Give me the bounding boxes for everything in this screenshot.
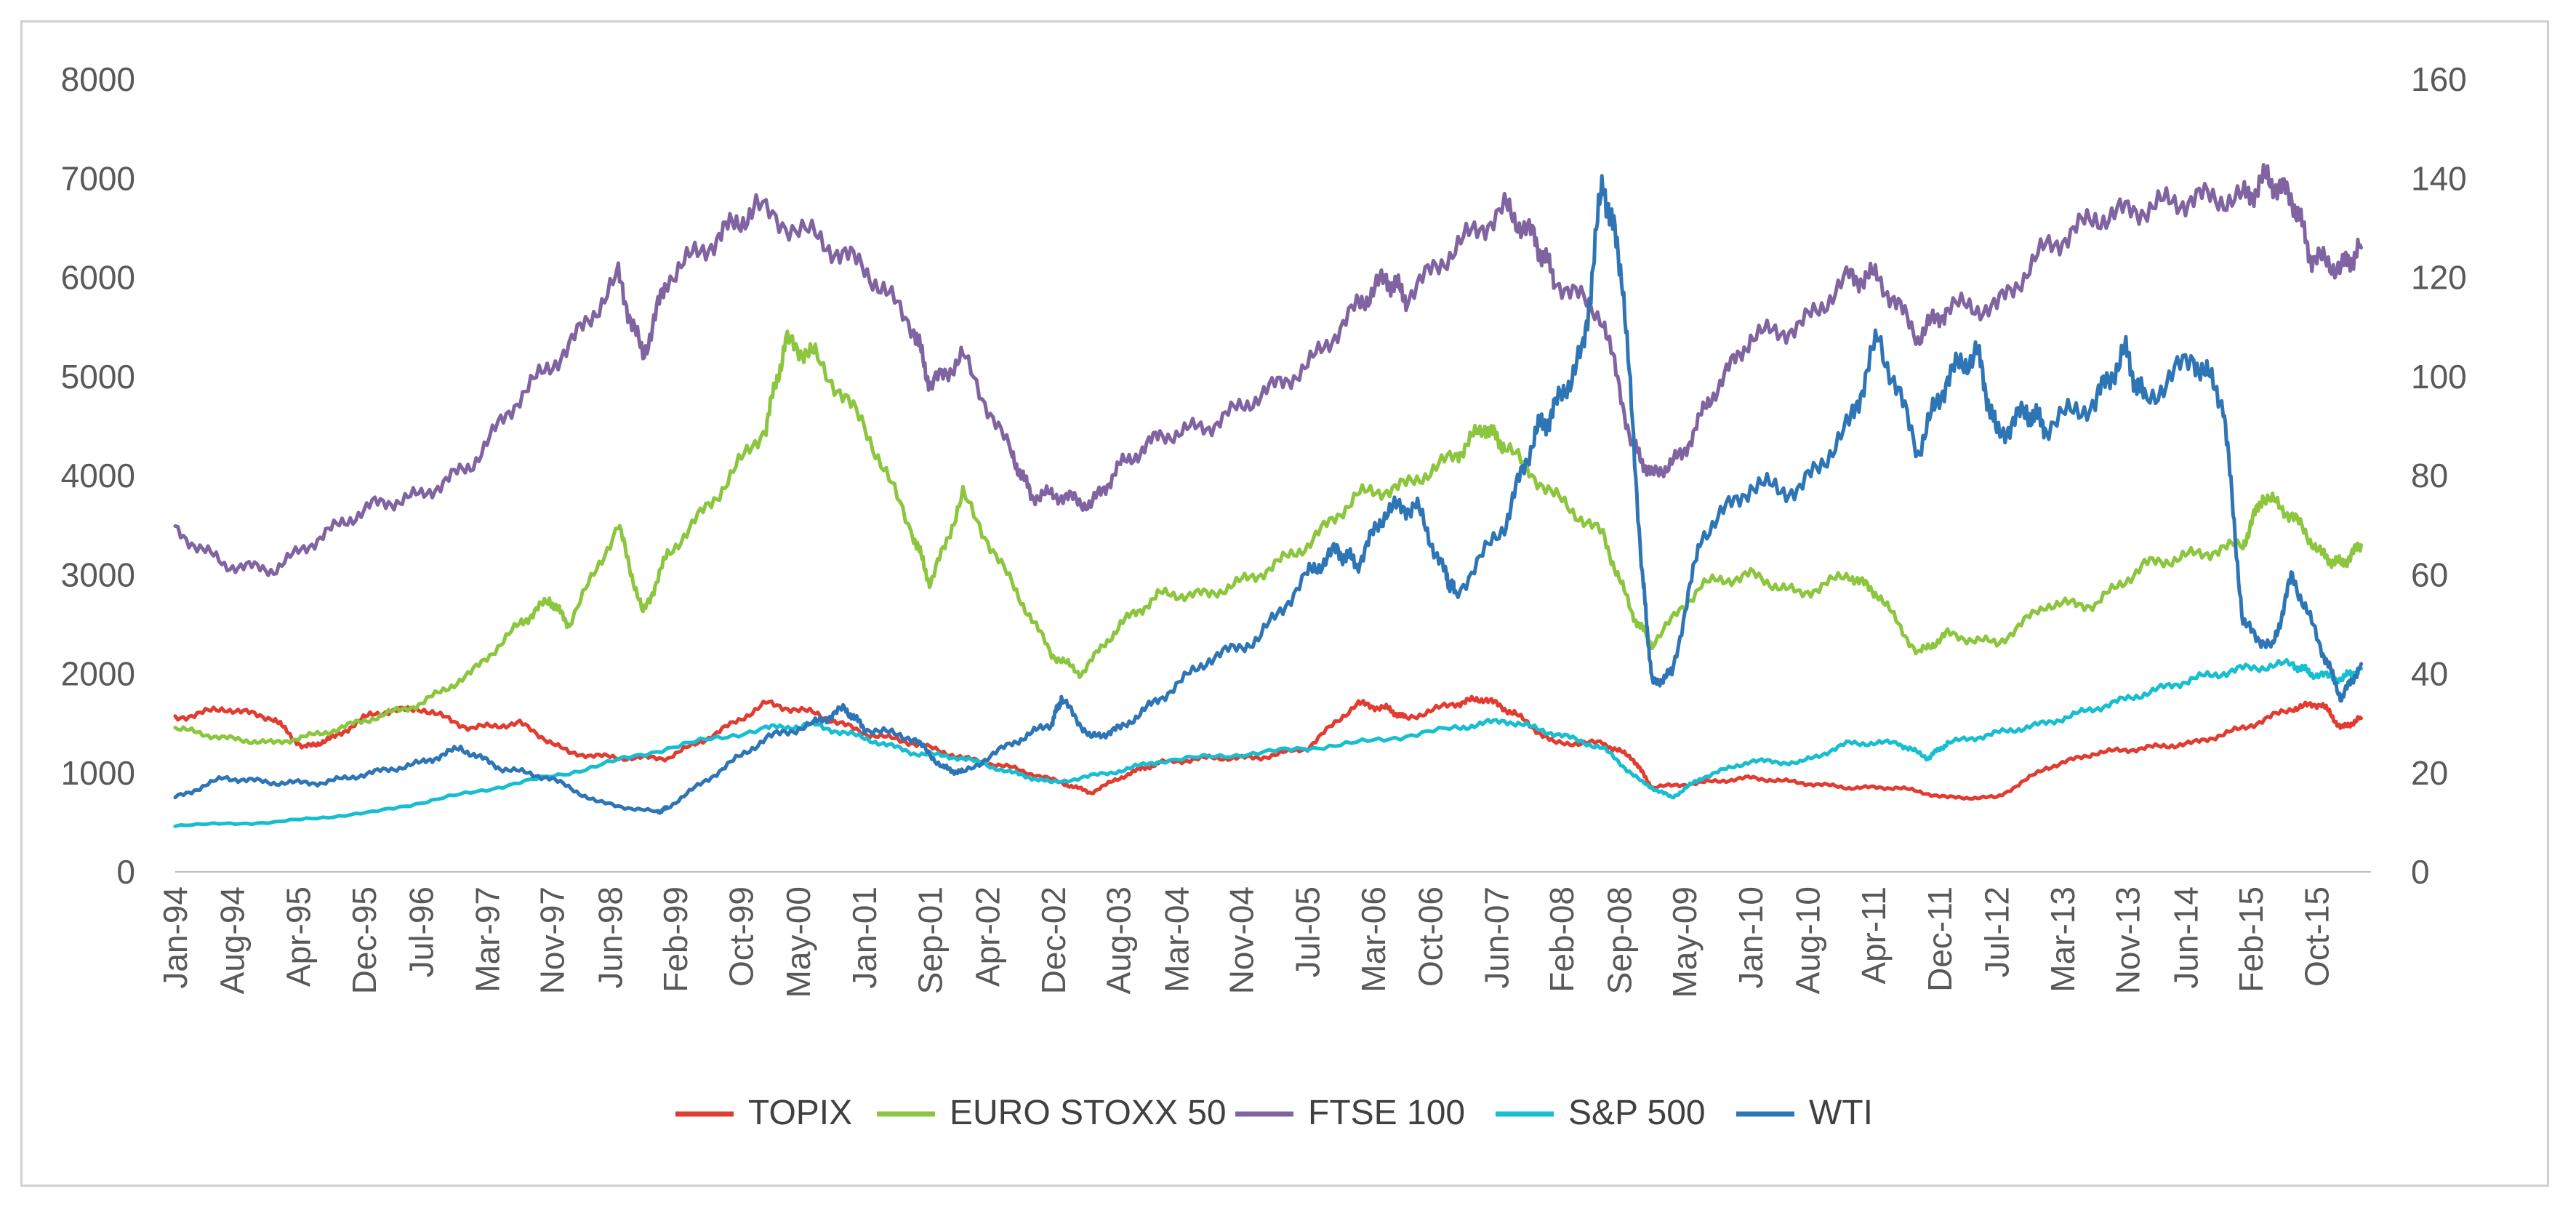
x-tick-label: Feb-15	[2232, 886, 2270, 993]
left-tick-label: 7000	[61, 159, 135, 197]
x-tick-label: Jul-12	[1978, 886, 2015, 977]
left-axis: 0 1000 2000 3000 4000 5000 6000 7000 8000	[61, 60, 135, 891]
legend-label: TOPIX	[748, 1094, 852, 1132]
x-tick-label: Jul-96	[403, 886, 441, 977]
legend-label: WTI	[1809, 1094, 1873, 1132]
x-tick-label: Aug-03	[1099, 886, 1137, 994]
x-tick-label: Feb-08	[1543, 886, 1581, 993]
x-tick-label: Oct-99	[723, 886, 761, 987]
x-tick-label: May-00	[779, 886, 817, 998]
left-tick-label: 3000	[61, 556, 135, 593]
left-tick-label: 5000	[61, 358, 135, 396]
right-tick-label: 100	[2411, 358, 2467, 396]
legend-label: S&P 500	[1568, 1094, 1706, 1132]
x-tick-label: Jun-98	[592, 886, 630, 989]
right-tick-label: 160	[2411, 60, 2467, 98]
x-tick-label: Feb-99	[657, 886, 694, 993]
x-tick-label: Mar-06	[1355, 886, 1392, 993]
x-tick-label: Dec-11	[1921, 886, 1959, 992]
legend-label: EURO STOXX 50	[950, 1094, 1227, 1132]
right-tick-label: 40	[2411, 655, 2448, 693]
right-tick-label: 0	[2411, 853, 2430, 891]
x-tick-label: Jun-07	[1477, 886, 1515, 989]
left-tick-label: 2000	[61, 655, 135, 693]
series-line-s-p-500	[173, 657, 2363, 828]
series-line-ftse-100	[173, 163, 2363, 577]
left-tick-label: 6000	[61, 259, 135, 297]
left-tick-label: 4000	[61, 457, 135, 494]
x-tick-label: Apr-02	[968, 886, 1006, 987]
x-tick-label: Mar-13	[2044, 886, 2082, 993]
x-tick-label: Jun-14	[2167, 886, 2204, 989]
chart-canvas: 0 1000 2000 3000 4000 5000 6000 7000 8000 0 20 40 6…	[61, 60, 2467, 1132]
x-tick-label: Oct-06	[1412, 886, 1450, 987]
x-tick-label: May-09	[1666, 886, 1704, 998]
x-tick-label: Mar-04	[1157, 886, 1195, 993]
right-tick-label: 120	[2411, 259, 2467, 297]
x-tick-label: Jan-94	[156, 886, 194, 989]
x-tick-label: Jul-05	[1288, 886, 1326, 977]
series-line-topix	[173, 694, 2363, 801]
left-tick-label: 1000	[61, 754, 135, 792]
x-axis: Jan-94 Aug-94 Apr-95 Dec-95 Jul-96 Mar-97 Nov-…	[156, 871, 2371, 998]
right-tick-label: 60	[2411, 556, 2448, 593]
x-tick-label: Nov-97	[534, 886, 571, 994]
right-tick-label: 140	[2411, 159, 2467, 197]
right-tick-label: 20	[2411, 754, 2448, 792]
x-tick-label: Jan-10	[1732, 886, 1770, 989]
x-tick-label: Apr-11	[1855, 886, 1893, 985]
x-tick-label: Nov-04	[1223, 886, 1261, 994]
series-line-euro-stoxx-50	[173, 329, 2363, 745]
right-axis: 0 20 40 60 80 100 120 140 160	[2411, 60, 2467, 891]
x-tick-label: Dec-95	[345, 886, 383, 994]
chart-frame: 0 1000 2000 3000 4000 5000 6000 7000 8000 0 20 40 6…	[20, 20, 2549, 1187]
right-tick-label: 80	[2411, 457, 2448, 494]
legend-label: FTSE 100	[1308, 1094, 1465, 1132]
left-tick-label: 0	[116, 853, 135, 891]
series-line-wti	[173, 174, 2363, 815]
x-tick-label: Dec-02	[1035, 886, 1072, 994]
x-tick-label: Nov-13	[2108, 886, 2146, 994]
legend: TOPIX EURO STOXX 50 FTSE 100 S&P 500 WTI	[675, 1094, 1873, 1132]
x-tick-label: Aug-10	[1789, 886, 1826, 994]
x-tick-label: Aug-94	[214, 886, 252, 994]
x-tick-label: Oct-15	[2298, 886, 2336, 987]
x-tick-label: Sep-01	[912, 886, 950, 994]
x-tick-label: Sep-08	[1601, 886, 1639, 994]
plot-area	[173, 163, 2363, 828]
left-tick-label: 8000	[61, 60, 135, 98]
x-tick-label: Jan-01	[846, 886, 883, 989]
x-tick-label: Mar-97	[468, 886, 506, 993]
x-tick-label: Apr-95	[279, 886, 317, 987]
